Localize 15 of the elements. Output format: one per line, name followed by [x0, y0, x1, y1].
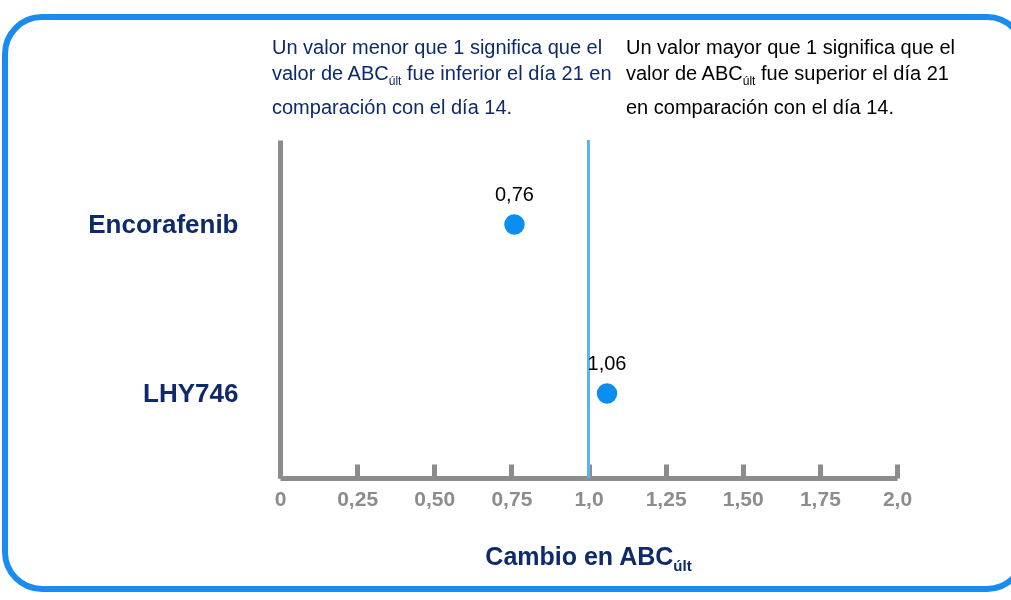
x-tick-label: 1,75 [799, 486, 842, 510]
x-tick-label: 0,50 [414, 486, 456, 510]
x-tick-label: 0,25 [337, 486, 379, 510]
x-axis-title: Cambio en ABC$_{últ}$ [484, 542, 693, 574]
x-tick-label: 0 [274, 486, 287, 510]
text: Un valor mayor que 1 significa que el valor de ABC$_{últ}$ fue superior el día 21 en comparación con el día 14. [626, 35, 957, 120]
y-tick-label: Encorafenib [88, 209, 239, 239]
x-tick-label: 1,0 [574, 486, 604, 510]
data-label: 0,76 [494, 182, 534, 205]
text: Un valor menor que 1 significa que el valor de ABC$_{últ}$ fue inferior el día 21 en comparación con el día 14. [272, 35, 612, 120]
x-tick-label: 1,50 [722, 486, 764, 510]
y-tick-label: LHY746 [143, 378, 239, 408]
x-tick-label: 1,25 [645, 486, 687, 510]
x-tick-label: 2,0 [882, 486, 913, 510]
x-tick-label: 0,75 [491, 486, 533, 510]
